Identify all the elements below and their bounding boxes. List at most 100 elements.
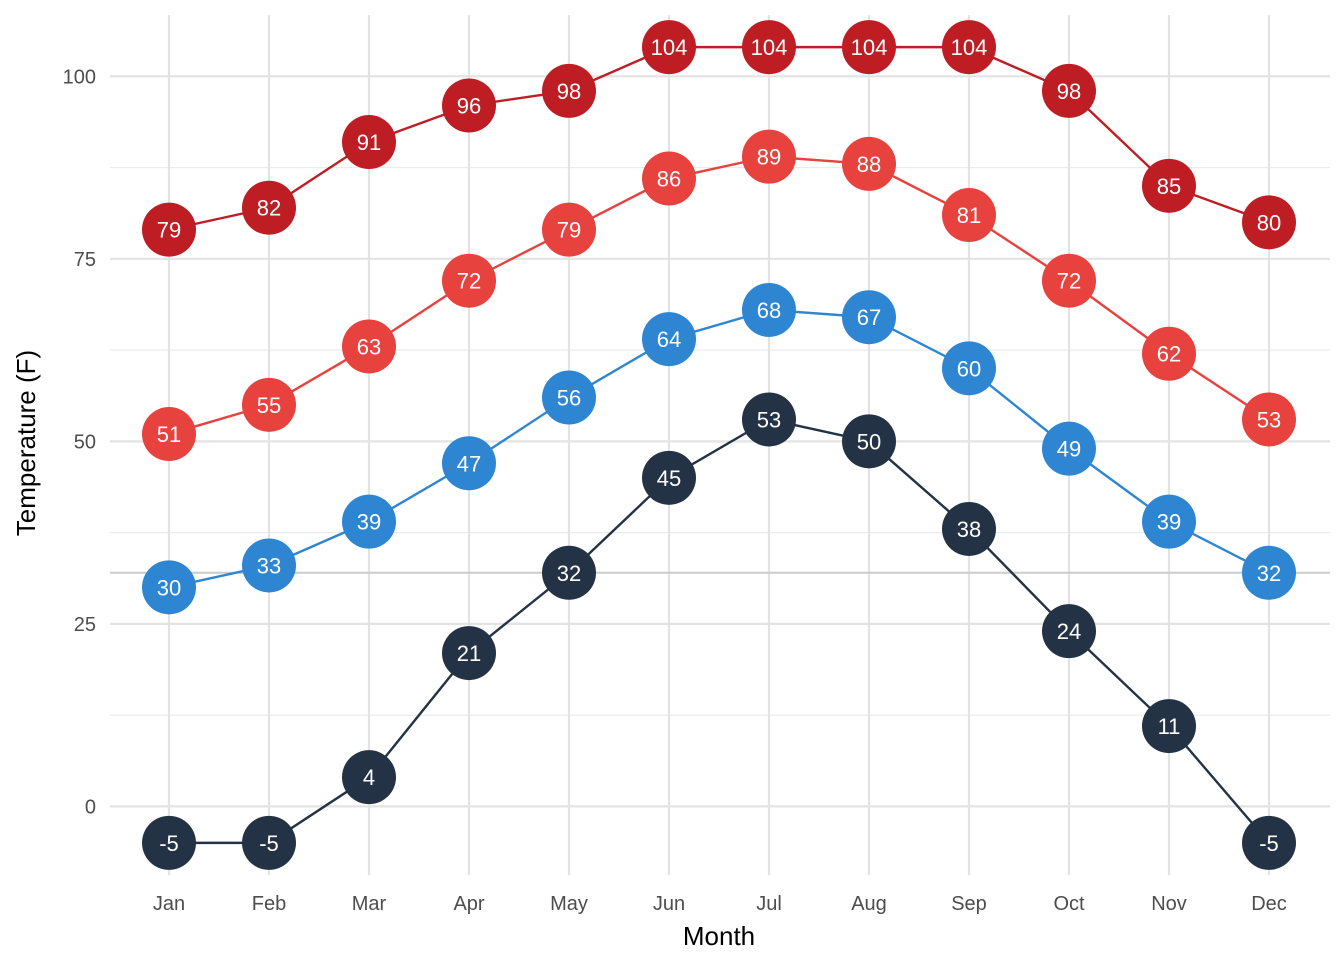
- data-label: 72: [457, 269, 481, 294]
- data-label: 39: [1157, 510, 1181, 535]
- x-tick-label: Oct: [1053, 893, 1085, 915]
- data-point: [1042, 604, 1096, 659]
- major-gridlines: [110, 15, 1330, 875]
- data-point: [342, 319, 396, 374]
- data-point: [842, 414, 896, 469]
- data-point: [642, 20, 696, 75]
- data-point: [742, 282, 796, 337]
- series-line-1: [168, 155, 1270, 436]
- data-point: [642, 450, 696, 505]
- series-layer: 79 82 91 96 98 104 104 104 104 98 85 80 51 55 63 72 79 86…: [142, 20, 1296, 870]
- x-tick-label: Feb: [252, 893, 286, 915]
- x-tick-label: Jul: [756, 893, 782, 915]
- data-point: [842, 136, 896, 191]
- data-label: 81: [957, 203, 981, 228]
- data-point: [542, 63, 596, 118]
- data-point: [942, 341, 996, 396]
- x-tick-label: Jan: [153, 893, 185, 915]
- data-point: [142, 202, 196, 257]
- x-tick-label: Nov: [1151, 893, 1187, 915]
- data-point: [1242, 195, 1296, 250]
- data-label: 62: [1157, 342, 1181, 367]
- data-label: 82: [257, 196, 281, 221]
- data-point: [1142, 699, 1196, 754]
- data-point: [442, 626, 496, 681]
- data-label: 85: [1157, 174, 1181, 199]
- y-tick-label: 75: [74, 249, 96, 271]
- x-tick-label: Jun: [653, 893, 685, 915]
- data-point: [242, 815, 296, 870]
- data-point: [342, 750, 396, 805]
- y-axis-tick-labels: 0 25 50 75 100: [63, 66, 96, 818]
- data-point: [1142, 158, 1196, 213]
- data-point: [142, 815, 196, 870]
- data-point: [942, 188, 996, 243]
- data-point: [942, 20, 996, 75]
- data-point: [442, 253, 496, 308]
- data-label: 63: [357, 334, 381, 359]
- data-label: 11: [1158, 714, 1181, 739]
- data-label: 79: [557, 218, 581, 243]
- data-point: [542, 202, 596, 257]
- data-label: 51: [157, 422, 181, 447]
- data-label: 30: [157, 575, 181, 600]
- data-label: 38: [957, 517, 981, 542]
- series-line-3: [169, 418, 1270, 845]
- y-tick-label: 100: [63, 66, 96, 88]
- y-tick-label: 0: [85, 796, 96, 818]
- data-label: -5: [159, 831, 179, 856]
- x-tick-label: Sep: [951, 893, 987, 915]
- data-label: 45: [657, 466, 681, 491]
- data-label: 53: [757, 407, 781, 432]
- data-point: [542, 545, 596, 600]
- y-tick-label: 25: [74, 614, 96, 636]
- data-point: [742, 20, 796, 75]
- data-point: [342, 115, 396, 170]
- data-point: [1042, 253, 1096, 308]
- data-label: 104: [851, 35, 888, 60]
- data-label: 4: [363, 765, 375, 790]
- data-label: 86: [657, 167, 681, 192]
- data-label: 88: [857, 152, 881, 177]
- data-label: 68: [757, 298, 781, 323]
- data-label: -5: [1259, 831, 1279, 856]
- x-tick-label: Mar: [352, 893, 387, 915]
- x-axis-title: Month: [683, 921, 755, 951]
- data-point: [942, 501, 996, 556]
- data-label: 72: [1057, 269, 1081, 294]
- data-label: 104: [651, 35, 688, 60]
- data-point: [642, 151, 696, 206]
- x-tick-label: Apr: [453, 893, 484, 915]
- data-point: [242, 377, 296, 432]
- data-point: [142, 560, 196, 615]
- x-axis-tick-labels: Jan Feb Mar Apr May Jun Jul Aug Sep Oct Nov Dec: [153, 893, 1287, 915]
- data-point: [642, 312, 696, 367]
- data-point: [342, 494, 396, 549]
- data-label: 50: [857, 429, 881, 454]
- x-tick-label: Dec: [1251, 893, 1287, 915]
- data-label: 79: [157, 218, 181, 243]
- data-label: 91: [357, 130, 381, 155]
- data-label: 64: [657, 327, 681, 352]
- data-label: 33: [257, 553, 281, 578]
- data-label: 98: [557, 79, 581, 104]
- data-point: [1242, 815, 1296, 870]
- data-label: 104: [751, 35, 788, 60]
- data-label: -5: [259, 831, 279, 856]
- data-label: 21: [457, 641, 481, 666]
- data-point: [542, 370, 596, 425]
- data-label: 55: [257, 393, 281, 418]
- data-point: [1142, 494, 1196, 549]
- y-axis-title: Temperature (F): [11, 350, 41, 536]
- data-label: 67: [857, 305, 881, 330]
- data-point: [742, 392, 796, 447]
- data-point: [1242, 545, 1296, 600]
- data-label: 98: [1057, 79, 1081, 104]
- data-point: [842, 290, 896, 345]
- data-point: [242, 180, 296, 235]
- data-label: 32: [557, 561, 581, 586]
- y-tick-label: 50: [74, 431, 96, 453]
- data-label: 47: [457, 451, 481, 476]
- data-point: [1142, 326, 1196, 381]
